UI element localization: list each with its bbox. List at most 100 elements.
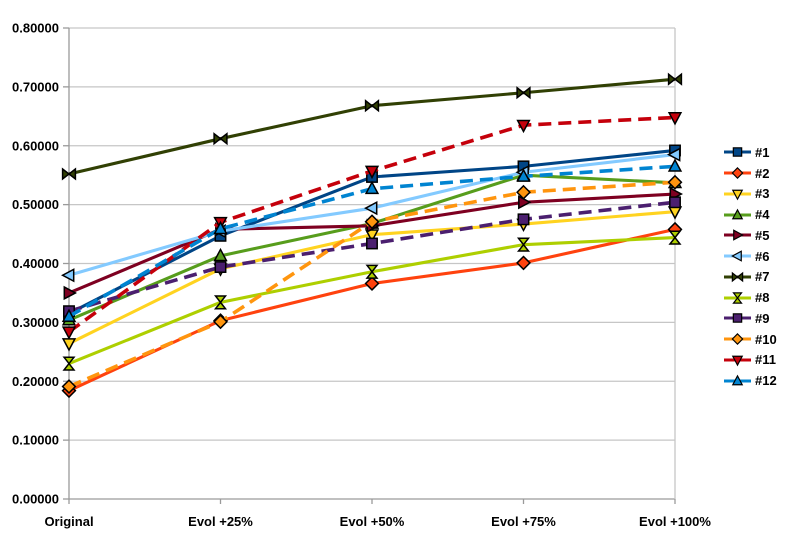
data-point-marker <box>365 264 379 279</box>
series-12 <box>61 158 683 322</box>
data-point-marker <box>732 147 743 158</box>
y-axis-label: 0.30000 <box>12 315 59 330</box>
data-point-marker <box>517 213 530 226</box>
legend-item: #10 <box>724 329 777 350</box>
data-point-marker <box>667 158 683 172</box>
legend-label: #9 <box>755 310 770 326</box>
y-axis-label: 0.10000 <box>12 433 59 448</box>
legend-item: #11 <box>724 350 777 371</box>
data-point-marker <box>731 208 744 219</box>
data-point-marker <box>61 326 77 340</box>
legend-item: #1 <box>724 142 777 163</box>
series-12-marker-icon <box>724 374 751 385</box>
legend-item: #5 <box>724 225 777 246</box>
series-10-marker-icon <box>724 333 751 346</box>
legend-label: #11 <box>755 352 776 368</box>
series-6 <box>61 147 681 283</box>
data-point-marker <box>731 374 744 385</box>
data-point-marker <box>667 112 683 126</box>
legend-label: #4 <box>755 207 770 223</box>
series-7-marker-icon <box>724 271 751 283</box>
legend-label: #6 <box>755 248 770 264</box>
y-axis-label: 0.50000 <box>12 197 59 212</box>
data-point-marker <box>364 214 380 230</box>
data-point-marker <box>516 168 531 182</box>
legend-label: #1 <box>755 144 770 160</box>
data-point-marker <box>731 271 744 283</box>
x-axis-label: Evol +100% <box>639 514 711 529</box>
series-3-marker-icon <box>724 189 751 201</box>
x-axis-label: Evol +25% <box>188 514 253 529</box>
x-axis-label: Evol +50% <box>340 514 405 529</box>
y-axis-label: 0.60000 <box>12 138 59 153</box>
data-point-marker <box>731 189 744 201</box>
data-point-marker <box>364 165 380 180</box>
data-point-marker <box>669 196 681 209</box>
y-axis-label: 0.40000 <box>12 256 59 271</box>
series-4-marker-icon <box>724 208 751 219</box>
legend-item: #4 <box>724 204 777 225</box>
legend-item: #3 <box>724 184 777 205</box>
x-axis-label: Evol +75% <box>491 514 556 529</box>
data-point-marker <box>516 184 531 200</box>
data-point-marker <box>63 285 77 301</box>
data-point-marker <box>731 167 744 180</box>
legend-item: #6 <box>724 246 777 267</box>
data-point-marker <box>61 268 75 283</box>
series-line <box>68 236 676 366</box>
legend-label: #5 <box>755 227 770 243</box>
data-point-marker <box>732 313 743 324</box>
data-point-marker <box>516 237 531 252</box>
data-point-marker <box>364 276 380 291</box>
data-point-marker <box>518 195 532 210</box>
data-point-marker <box>667 147 681 162</box>
legend-item: #2 <box>724 163 777 184</box>
data-point-marker <box>731 333 744 346</box>
y-axis-label: 0.80000 <box>12 21 59 36</box>
data-point-marker <box>667 72 683 86</box>
data-point-marker <box>364 201 378 216</box>
series-2-marker-icon <box>724 167 751 180</box>
data-point-marker <box>667 174 683 190</box>
data-point-marker <box>213 132 228 146</box>
data-point-marker <box>61 379 77 395</box>
data-point-marker <box>668 230 682 245</box>
data-point-marker <box>61 167 77 181</box>
series-11-marker-icon <box>724 355 751 367</box>
data-point-marker <box>61 338 77 352</box>
series-9-marker-icon <box>724 313 751 324</box>
y-axis-label: 0.00000 <box>12 492 59 507</box>
legend-item: #8 <box>724 287 777 308</box>
legend-label: #10 <box>755 331 777 347</box>
data-point-marker <box>213 247 228 262</box>
data-point-marker <box>516 119 531 134</box>
series-8-marker-icon <box>724 291 751 304</box>
data-point-marker <box>61 308 77 322</box>
y-axis-label: 0.20000 <box>12 374 59 389</box>
legend-label: #3 <box>755 186 770 202</box>
legend-label: #2 <box>755 165 770 181</box>
data-point-marker <box>516 255 531 271</box>
legend-label: #7 <box>755 269 770 285</box>
data-point-marker <box>213 220 228 235</box>
data-point-marker <box>516 86 531 100</box>
series-7 <box>61 72 683 181</box>
legend-item: #9 <box>724 308 777 329</box>
data-point-marker <box>732 291 743 304</box>
data-point-marker <box>733 229 744 242</box>
data-point-marker <box>731 355 744 367</box>
legend-label: #12 <box>755 373 777 389</box>
data-point-marker <box>62 356 76 371</box>
data-point-marker <box>214 261 227 273</box>
series-11 <box>61 112 683 340</box>
legend-item: #7 <box>724 267 777 288</box>
legend-label: #8 <box>755 290 770 306</box>
data-point-marker <box>213 295 228 310</box>
series-10 <box>61 174 683 395</box>
data-point-marker <box>213 314 228 330</box>
series-6-marker-icon <box>724 250 751 262</box>
data-point-marker <box>364 180 380 195</box>
legend-item: #12 <box>724 370 777 391</box>
y-axis-label: 0.70000 <box>12 79 59 94</box>
